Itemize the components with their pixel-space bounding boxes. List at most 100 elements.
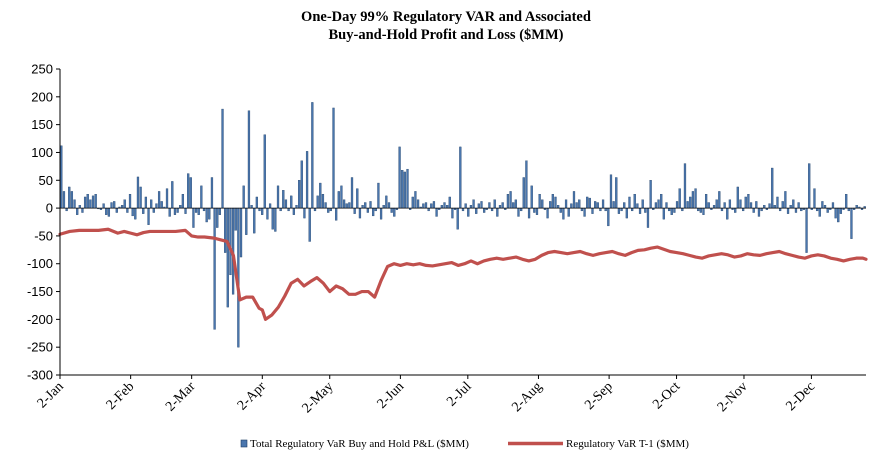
- pnl-bar: [295, 205, 298, 209]
- x-tick-label: 2-Nov: [715, 379, 751, 415]
- pnl-bar: [667, 207, 671, 212]
- pnl-bar: [477, 203, 480, 209]
- pnl-bar: [562, 207, 565, 220]
- pnl-bar: [778, 207, 782, 212]
- pnl-bar: [628, 196, 631, 209]
- pnl-bar: [324, 202, 327, 209]
- pnl-bar: [337, 191, 340, 209]
- pnl-bar: [483, 207, 486, 213]
- x-tick-label: 2-Jun: [375, 379, 408, 412]
- pnl-bar: [609, 174, 613, 209]
- pnl-bar: [683, 163, 687, 209]
- pnl-bars: [60, 102, 866, 348]
- pnl-bar: [443, 202, 446, 209]
- pnl-bar: [615, 177, 618, 209]
- pnl-bar: [321, 194, 325, 209]
- pnl-bar: [379, 207, 383, 220]
- pnl-bar: [131, 207, 134, 217]
- pnl-bar: [216, 207, 219, 228]
- pnl-bar: [776, 196, 779, 209]
- pnl-bar: [403, 171, 406, 209]
- y-tick-label: -300: [27, 368, 53, 383]
- pnl-bar: [128, 194, 132, 209]
- pnl-bar: [808, 163, 811, 209]
- pnl-bar: [274, 207, 277, 232]
- pnl-bar: [187, 173, 190, 209]
- pnl-bar: [469, 205, 473, 209]
- pnl-bar: [718, 191, 721, 209]
- pnl-bar: [60, 145, 63, 209]
- legend-bar-label: Total Regulatory VaR Buy and Hold P&L ($…: [250, 438, 469, 450]
- pnl-bar: [826, 207, 829, 213]
- pnl-bar: [702, 207, 705, 215]
- pnl-bar: [173, 207, 177, 215]
- pnl-bar: [319, 182, 322, 209]
- pnl-bar: [271, 207, 274, 230]
- pnl-bar: [755, 201, 758, 209]
- pnl-bar: [176, 207, 179, 213]
- pnl-bar: [89, 199, 92, 209]
- pnl-bar: [704, 194, 708, 209]
- pnl-bar: [461, 207, 465, 212]
- pnl-bar: [572, 191, 576, 209]
- pnl-bar: [786, 207, 790, 214]
- pnl-bar: [752, 207, 755, 213]
- pnl-bar: [522, 177, 525, 209]
- pnl-bar: [86, 194, 89, 209]
- pnl-bar: [815, 207, 819, 212]
- pnl-bar: [298, 180, 301, 209]
- var-line-group: [58, 227, 868, 321]
- pnl-bar: [763, 205, 766, 209]
- pnl-bar: [633, 194, 636, 209]
- pnl-bar: [530, 185, 533, 209]
- pnl-bar: [847, 207, 850, 212]
- pnl-bar: [631, 207, 634, 212]
- pnl-bar: [583, 207, 586, 217]
- x-tick-label: 2-Aug: [509, 379, 545, 415]
- pnl-bar: [823, 205, 827, 209]
- pnl-bar: [435, 207, 438, 217]
- pnl-bar: [699, 207, 702, 213]
- pnl-bar: [586, 196, 589, 209]
- pnl-bar: [512, 202, 515, 209]
- pnl-bar: [353, 207, 356, 214]
- pnl-bar: [726, 207, 729, 220]
- x-tick-label: 2-Dec: [783, 379, 818, 414]
- pnl-bar: [839, 207, 843, 214]
- pnl-bar: [845, 194, 848, 209]
- pnl-bar: [68, 186, 71, 209]
- pnl-bar: [94, 194, 97, 209]
- pnl-bar: [546, 207, 549, 219]
- pnl-bar: [168, 207, 171, 217]
- pnl-bar: [514, 199, 517, 209]
- pnl-bar: [192, 207, 195, 228]
- pnl-bar: [197, 207, 200, 215]
- pnl-bar: [253, 207, 256, 234]
- pnl-bar: [300, 160, 303, 209]
- pnl-bar: [551, 194, 554, 209]
- pnl-bar: [113, 201, 116, 209]
- pnl-bar: [855, 205, 858, 209]
- pnl-bar: [591, 207, 594, 214]
- pnl-bar: [527, 207, 531, 219]
- pnl-bar: [432, 201, 436, 209]
- pnl-bar: [255, 196, 258, 209]
- pnl-bar: [580, 207, 584, 212]
- pnl-bar: [387, 202, 391, 209]
- pnl-bar: [179, 205, 182, 209]
- pnl-bar: [691, 191, 695, 209]
- pnl-bar: [62, 191, 66, 209]
- pnl-bar: [229, 207, 232, 276]
- x-tick-label: 2-Mar: [163, 379, 199, 415]
- x-tick-label: 2-Apr: [235, 379, 269, 413]
- pnl-bar: [720, 207, 724, 212]
- pnl-bar: [760, 207, 763, 212]
- pnl-bar: [517, 207, 520, 217]
- pnl-bar: [348, 202, 351, 209]
- pnl-bar: [358, 207, 362, 219]
- pnl-bar: [712, 205, 716, 209]
- y-tick-label: -250: [27, 340, 53, 355]
- pnl-bar: [250, 205, 253, 209]
- pnl-bar: [675, 201, 679, 209]
- pnl-bar: [284, 199, 288, 209]
